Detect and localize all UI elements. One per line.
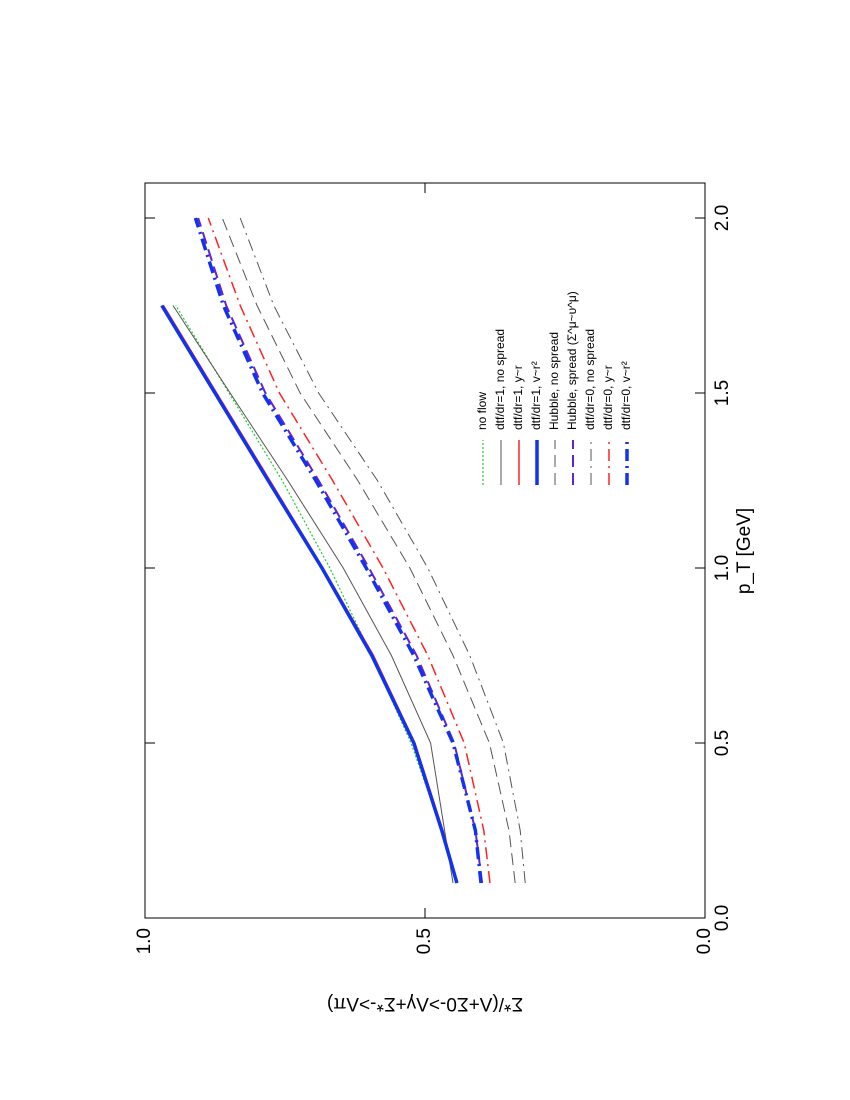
x-tick-label: 1.0 [712, 555, 733, 581]
series-line [160, 304, 459, 884]
legend-label: Hubble, spread (Σ^μ~υ^μ) [565, 291, 579, 430]
y-axis-label: Σ*/(Λ+Σ0->Λγ+Σ*->Λπ) [327, 993, 523, 1014]
legend-label: dtf/dr=1, no spread [493, 329, 507, 430]
legend-label: dtf/dr=0, no spread [583, 329, 597, 430]
series-line [172, 305, 454, 884]
legend-label: dtf/dr=1, v~r² [529, 361, 543, 430]
x-tick-label: 1.5 [712, 380, 733, 406]
y-tick-label: 0.0 [694, 928, 715, 954]
y-tick-label: 1.0 [134, 928, 155, 954]
series-line [239, 217, 526, 884]
x-tick-label: 2.0 [712, 205, 733, 231]
legend-label: no flow [475, 392, 489, 430]
series-line [197, 217, 484, 884]
series-line [162, 305, 459, 884]
series-line [221, 217, 516, 884]
x-tick-label: 0.0 [712, 905, 733, 931]
legend-label: dtf/dr=0, v~r² [619, 361, 633, 430]
y-tick-label: 0.5 [414, 928, 435, 954]
series-line [207, 217, 491, 884]
series-line [193, 217, 483, 884]
series-line [175, 305, 457, 884]
x-tick-label: 0.5 [712, 730, 733, 756]
rotated-chart: p_T [GeV] Σ*/(Λ+Σ0->Λγ+Σ*->Λπ) 0.0 0.5 1.0… [134, 182, 755, 1014]
x-axis-label: p_T [GeV] [734, 508, 755, 594]
plot-frame [144, 182, 706, 919]
legend-label: dtf/dr=1, y~r [511, 365, 525, 430]
legend-label: Hubble, no spread [547, 332, 561, 430]
legend-label: dtf/dr=0, y~r [601, 365, 615, 430]
